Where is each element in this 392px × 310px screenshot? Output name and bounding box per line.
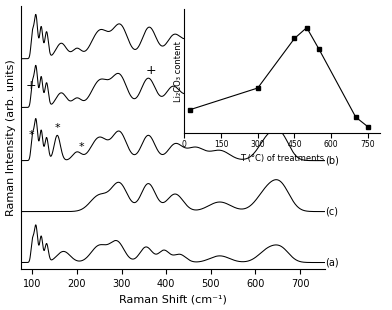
Text: *: * (29, 131, 34, 140)
Text: (c): (c) (325, 206, 339, 217)
X-axis label: Raman Shift (cm⁻¹): Raman Shift (cm⁻¹) (119, 294, 227, 304)
Text: +: + (25, 79, 36, 92)
Text: +: + (145, 64, 156, 77)
Text: *: * (54, 123, 60, 133)
Y-axis label: Li₂CO₃ content: Li₂CO₃ content (174, 41, 183, 102)
Text: (e): (e) (325, 54, 339, 64)
Text: *: * (78, 142, 84, 152)
Text: (b): (b) (325, 156, 339, 166)
Text: (a): (a) (325, 258, 339, 268)
X-axis label: T (°C) of treatments: T (°C) of treatments (240, 154, 324, 163)
Text: (d): (d) (325, 103, 339, 113)
Y-axis label: Raman Intensity (arb. units): Raman Intensity (arb. units) (5, 59, 16, 216)
